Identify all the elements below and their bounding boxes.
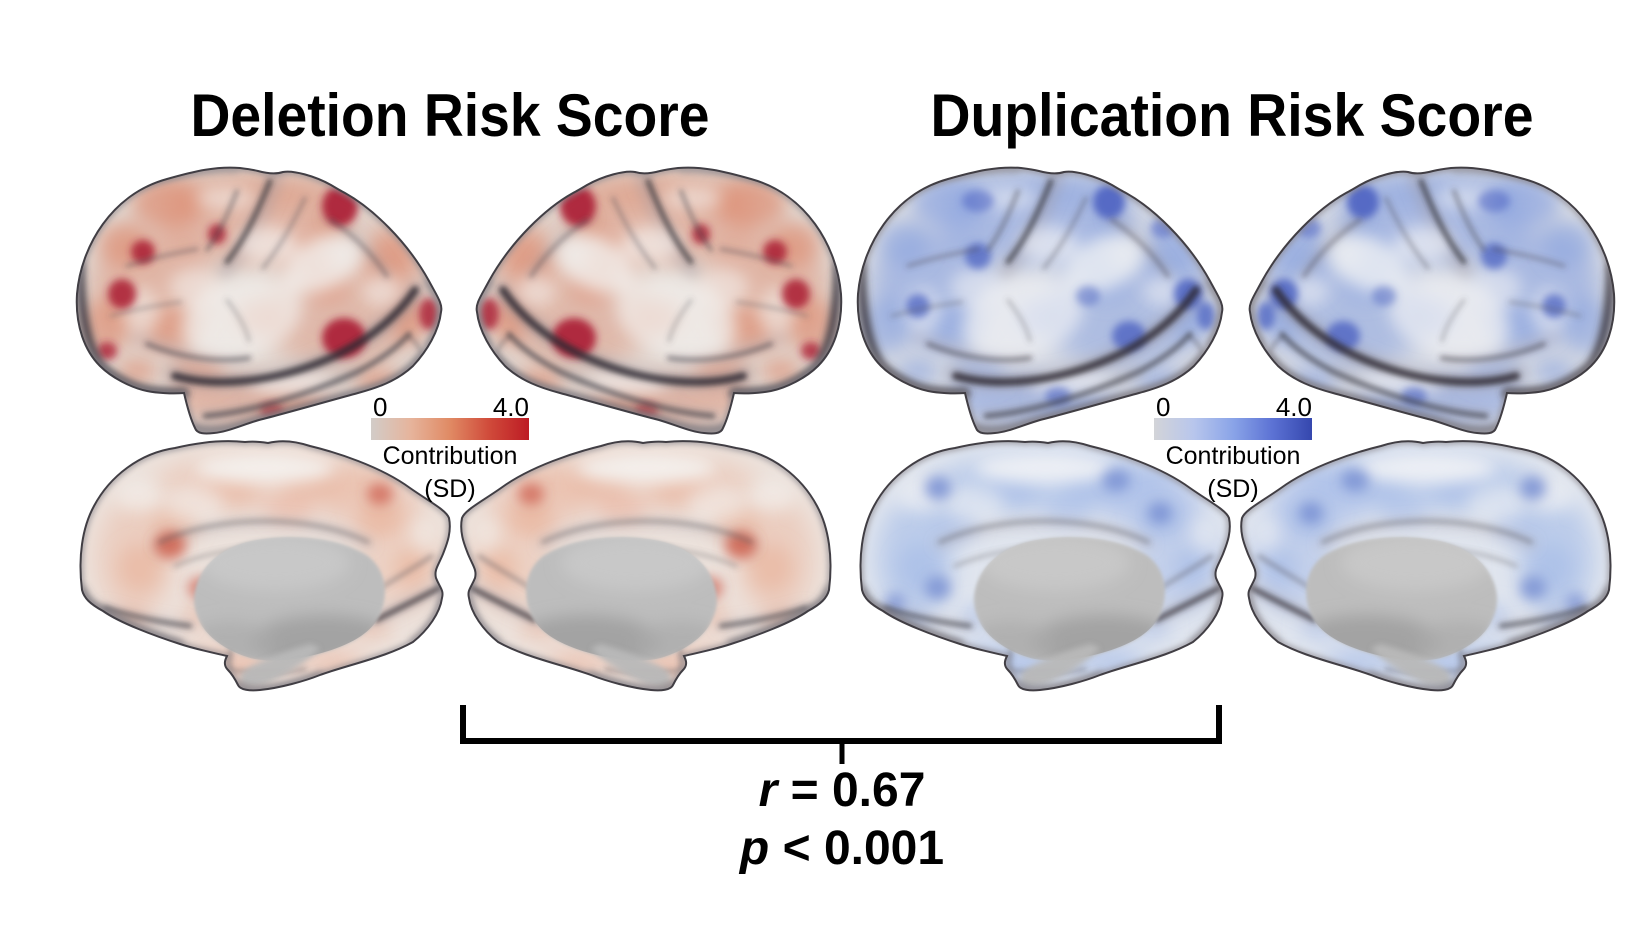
- svg-text:p < 0.001: p < 0.001: [738, 822, 944, 875]
- svg-text:0: 0: [373, 392, 387, 422]
- svg-text:Deletion Risk Score: Deletion Risk Score: [191, 82, 710, 149]
- svg-text:r = 0.67: r = 0.67: [759, 764, 926, 817]
- svg-text:0: 0: [1156, 392, 1170, 422]
- svg-text:Contribution: Contribution: [1166, 442, 1301, 470]
- svg-text:4.0: 4.0: [493, 392, 529, 422]
- svg-text:4.0: 4.0: [1276, 392, 1312, 422]
- svg-text:Duplication Risk Score: Duplication Risk Score: [931, 82, 1534, 149]
- svg-text:Contribution: Contribution: [383, 442, 518, 470]
- svg-text:(SD): (SD): [424, 475, 475, 503]
- svg-text:(SD): (SD): [1207, 475, 1258, 503]
